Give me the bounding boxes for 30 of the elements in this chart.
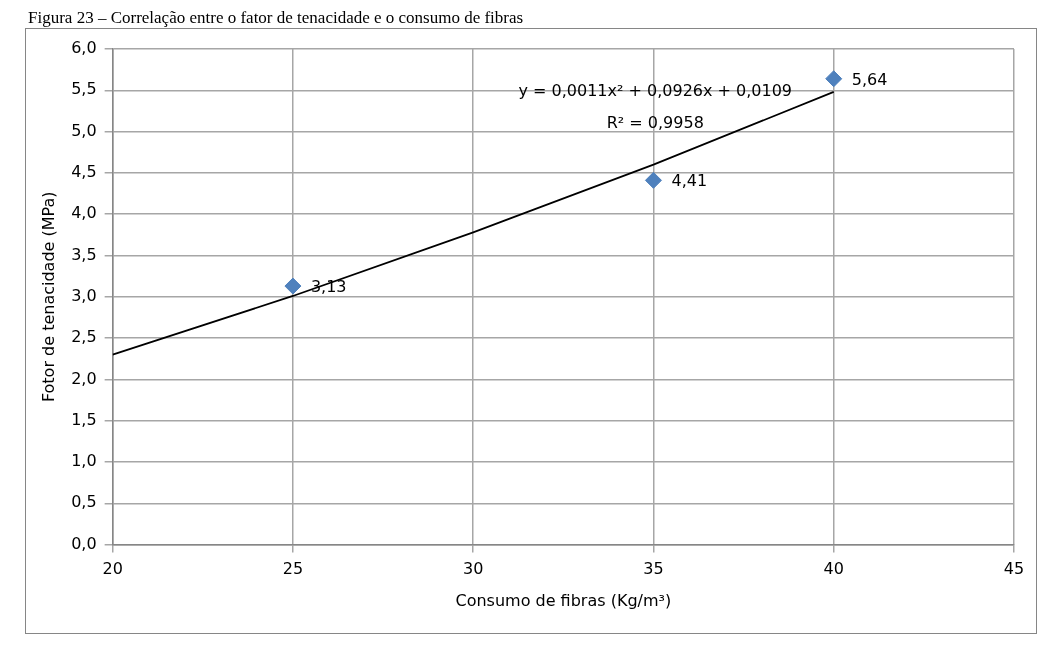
data-label: 4,41 <box>671 171 708 191</box>
y-tick-label: 2,0 <box>71 368 97 388</box>
y-tick-label: 5,5 <box>71 79 97 99</box>
annotation: y = 0,0011x² + 0,0926x + 0,0109 <box>518 81 793 101</box>
data-label: 5,64 <box>851 69 888 89</box>
y-tick-label: 2,5 <box>71 327 97 347</box>
point <box>284 277 302 295</box>
y-tick-label: 6,0 <box>71 38 97 58</box>
x-axis-title: Consumo de fibras (Kg/m³) <box>455 590 672 610</box>
y-axis-title: Fotor de tenacidade (MPa) <box>38 191 58 403</box>
chart-title: Figura 23 – Correlação entre o fator de tenacidade e o consumo de fibras <box>28 8 525 28</box>
point <box>644 171 662 189</box>
x-tick-label: 35 <box>643 559 664 579</box>
y-tick-label: 4,5 <box>71 162 97 182</box>
y-tick-label: 5,0 <box>71 120 97 140</box>
annotation: R² = 0,9958 <box>606 113 704 133</box>
y-tick-label: 1,0 <box>71 451 97 471</box>
x-tick-label: 25 <box>282 559 304 579</box>
x-tick-label: 30 <box>463 559 484 579</box>
y-tick-label: 3,5 <box>71 244 97 264</box>
point <box>825 70 843 88</box>
y-tick-label: 4,0 <box>71 203 97 223</box>
x-tick-label: 20 <box>102 559 123 579</box>
x-tick-label: 40 <box>823 559 844 579</box>
y-tick-label: 3,0 <box>71 285 97 305</box>
y-tick-label: 0,0 <box>71 533 97 553</box>
data-label: 3,13 <box>310 277 347 297</box>
y-tick-label: 0,5 <box>71 492 97 512</box>
y-tick-label: 1,5 <box>71 409 97 429</box>
x-tick-label: 45 <box>1003 559 1025 579</box>
